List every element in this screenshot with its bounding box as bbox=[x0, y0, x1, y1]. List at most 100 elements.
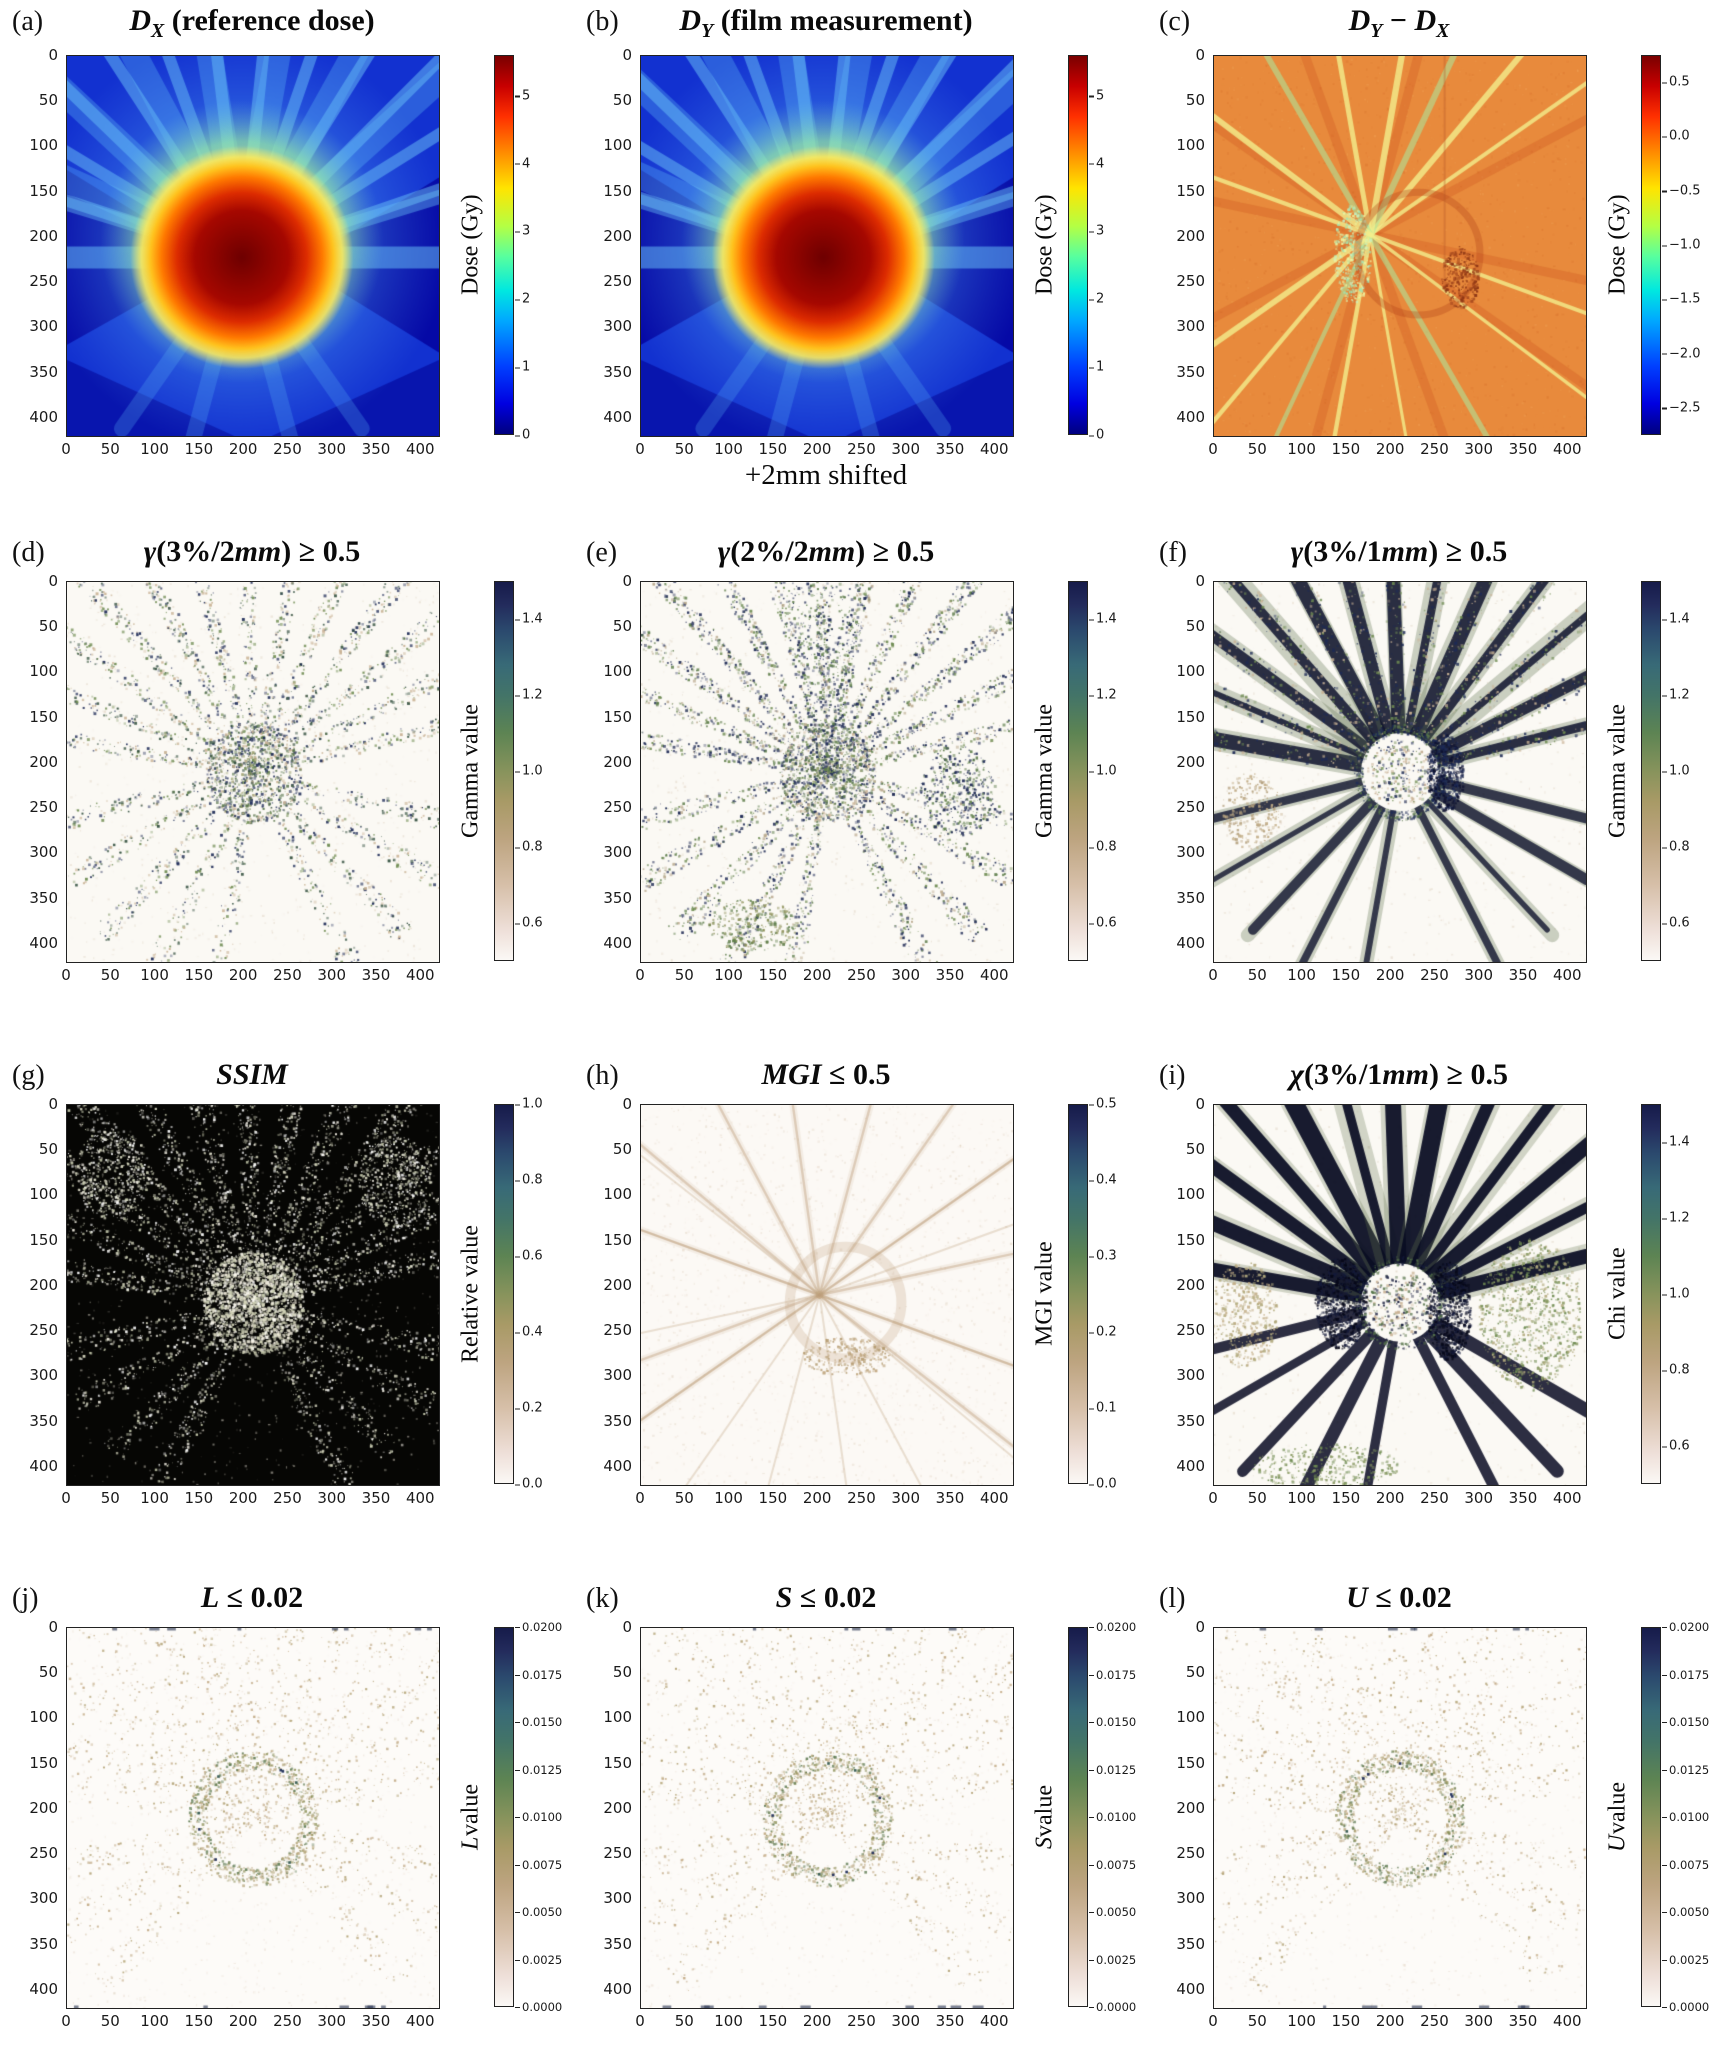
y-tick-label: 400 bbox=[1176, 407, 1205, 426]
x-tick-label: 100 bbox=[140, 440, 169, 458]
y-tick-label: 200 bbox=[1176, 752, 1205, 771]
plot-area: 0 50 100 150 200 250 300 350 400 0 50 100 150 200 250… bbox=[1176, 1095, 1689, 1507]
y-tick-label: 100 bbox=[29, 1185, 58, 1204]
x-axis-ticks: 0 50 100 150 200 250 300 350 400 bbox=[61, 966, 438, 986]
colorbar-tick-label: 0.0125 bbox=[514, 1762, 563, 1777]
colorbar-tick-label: −2.0 bbox=[1662, 346, 1701, 362]
y-tick-label: 350 bbox=[1176, 1934, 1205, 1953]
plot-area: 0 50 100 150 200 250 300 350 400 0 50 100 150 200 250… bbox=[603, 46, 1104, 458]
colorbar-label: Gamma value bbox=[1031, 704, 1058, 838]
x-tick-label: 50 bbox=[1247, 966, 1267, 984]
panel-a: (a) DX (reference dose) 0 50 100 150 200 250 3… bbox=[0, 0, 574, 515]
x-tick-label: 400 bbox=[1552, 1489, 1582, 1507]
colorbar-tick-label: 3 bbox=[1088, 223, 1105, 239]
x-tick-label: 200 bbox=[802, 440, 832, 458]
y-tick-label: 300 bbox=[1176, 843, 1205, 862]
x-tick-label: 200 bbox=[228, 966, 258, 984]
colorbar-tick-label: 0.0100 bbox=[514, 1810, 563, 1824]
y-tick-label: 250 bbox=[29, 1844, 58, 1863]
x-tick-label: 150 bbox=[1331, 440, 1361, 458]
y-axis-ticks: 0 50 100 150 200 250 300 350 400 bbox=[1161, 1095, 1205, 1484]
colorbar-tick-label: 0.0175 bbox=[1661, 1667, 1710, 1682]
colorbar-tick-label: 0.0125 bbox=[1661, 1762, 1710, 1777]
panel-caption bbox=[66, 459, 438, 469]
x-tick-label: 200 bbox=[802, 2012, 832, 2030]
y-axis-ticks: 0 50 100 150 200 250 300 350 400 bbox=[14, 572, 58, 961]
colorbar-label: Dose (Gy) bbox=[1604, 194, 1631, 296]
colorbar-gradient bbox=[1068, 1104, 1088, 1484]
y-tick-label: 150 bbox=[1176, 1230, 1205, 1249]
y-tick-label: 250 bbox=[1176, 272, 1205, 291]
x-tick-label: 100 bbox=[714, 966, 743, 984]
x-tick-label: 400 bbox=[979, 966, 1009, 984]
x-tick-label: 350 bbox=[361, 1489, 391, 1507]
colorbar: Chi value 1.4 1.2 1.0 0.8 0.6 bbox=[1603, 1104, 1720, 1484]
y-tick-label: 200 bbox=[29, 1798, 58, 1817]
y-tick-label: 200 bbox=[1176, 1798, 1205, 1817]
colorbar-tick-label: 1.0 bbox=[515, 1096, 543, 1112]
y-tick-label: 250 bbox=[29, 1321, 58, 1340]
y-tick-label: 400 bbox=[1176, 1979, 1205, 1998]
colorbar-tick-label: 4 bbox=[1088, 156, 1105, 172]
x-axis-ticks: 0 50 100 150 200 250 300 350 400 bbox=[61, 2012, 438, 2032]
y-tick-label: 350 bbox=[1176, 888, 1205, 907]
y-axis-ticks: 0 50 100 150 200 250 300 350 400 bbox=[588, 1095, 632, 1484]
y-tick-label: 150 bbox=[29, 1753, 58, 1772]
y-tick-label: 0 bbox=[1195, 46, 1205, 64]
panel-letter: (c) bbox=[1159, 6, 1191, 37]
y-tick-label: 300 bbox=[29, 843, 58, 862]
y-tick-label: 100 bbox=[1176, 1708, 1205, 1727]
y-tick-label: 150 bbox=[603, 1753, 632, 1772]
colorbar: Gamma value 1.4 1.2 1.0 0.8 0.6 bbox=[456, 581, 616, 961]
y-axis-ticks: 0 50 100 150 200 250 300 350 400 bbox=[1161, 1618, 1205, 2007]
panel-letter: (i) bbox=[1159, 1060, 1186, 1091]
x-tick-label: 50 bbox=[674, 440, 694, 458]
y-tick-label: 400 bbox=[29, 407, 58, 426]
x-tick-label: 250 bbox=[1420, 966, 1449, 984]
y-tick-label: 100 bbox=[603, 662, 632, 681]
y-tick-label: 50 bbox=[612, 1663, 632, 1682]
panel-title: U ≤ 0.02 bbox=[1346, 1581, 1452, 1614]
x-tick-label: 200 bbox=[1375, 966, 1405, 984]
panel-letter: (b) bbox=[586, 6, 619, 37]
colorbar-tick-label: 0.0150 bbox=[514, 1715, 563, 1729]
y-tick-label: 0 bbox=[1195, 572, 1205, 590]
x-tick-label: 150 bbox=[184, 440, 214, 458]
y-tick-label: 350 bbox=[603, 888, 632, 907]
y-tick-label: 100 bbox=[1176, 662, 1205, 681]
panel-i: (i) χ(3%/1mm) ≥ 0.5 0 50 100 150 200 250 300 35… bbox=[1147, 1038, 1720, 1561]
colorbar: S value 0.0200 0.0175 0.0150 0.0125 0.0100 0.… bbox=[1030, 1620, 1190, 2014]
y-tick-label: 350 bbox=[29, 1411, 58, 1430]
colorbar-tick-label: 0.0175 bbox=[514, 1667, 563, 1682]
y-tick-label: 250 bbox=[29, 798, 58, 817]
colorbar-tick-label: 0.8 bbox=[1662, 839, 1690, 855]
colorbar-tick-label: 0.0100 bbox=[1088, 1810, 1137, 1824]
y-tick-label: 400 bbox=[29, 1979, 58, 1998]
x-tick-label: 300 bbox=[317, 1489, 347, 1507]
panel-title: γ(2%/2mm) ≥ 0.5 bbox=[717, 535, 935, 568]
y-tick-label: 50 bbox=[38, 91, 58, 110]
plot-area: 0 50 100 150 200 250 300 350 400 0 50 100 150 200 250… bbox=[1176, 572, 1689, 984]
x-tick-label: 350 bbox=[1508, 1489, 1538, 1507]
x-axis-ticks: 0 50 100 150 200 250 300 350 400 bbox=[1208, 966, 1585, 986]
y-tick-label: 200 bbox=[29, 226, 58, 245]
y-tick-label: 350 bbox=[1176, 362, 1205, 381]
colorbar-tick-label: 0.0000 bbox=[1088, 2000, 1137, 2014]
x-tick-label: 150 bbox=[758, 440, 788, 458]
x-tick-label: 400 bbox=[405, 1489, 435, 1507]
y-axis-ticks: 0 50 100 150 200 250 300 350 400 bbox=[588, 46, 632, 435]
colorbar-tick-label: 0.5 bbox=[1662, 74, 1690, 90]
y-tick-label: 250 bbox=[603, 1321, 632, 1340]
panel-caption bbox=[66, 1508, 438, 1518]
y-tick-label: 100 bbox=[29, 1708, 58, 1727]
y-tick-label: 100 bbox=[1176, 136, 1205, 155]
y-tick-label: 200 bbox=[603, 1798, 632, 1817]
y-tick-label: 150 bbox=[603, 707, 632, 726]
x-tick-label: 150 bbox=[1331, 1489, 1361, 1507]
panel-title: S ≤ 0.02 bbox=[775, 1581, 877, 1614]
x-tick-label: 350 bbox=[935, 1489, 965, 1507]
x-tick-label: 100 bbox=[714, 2012, 743, 2030]
colorbar-label: Chi value bbox=[1604, 1247, 1631, 1341]
x-tick-label: 50 bbox=[674, 2012, 694, 2030]
colorbar-gradient bbox=[494, 581, 514, 961]
